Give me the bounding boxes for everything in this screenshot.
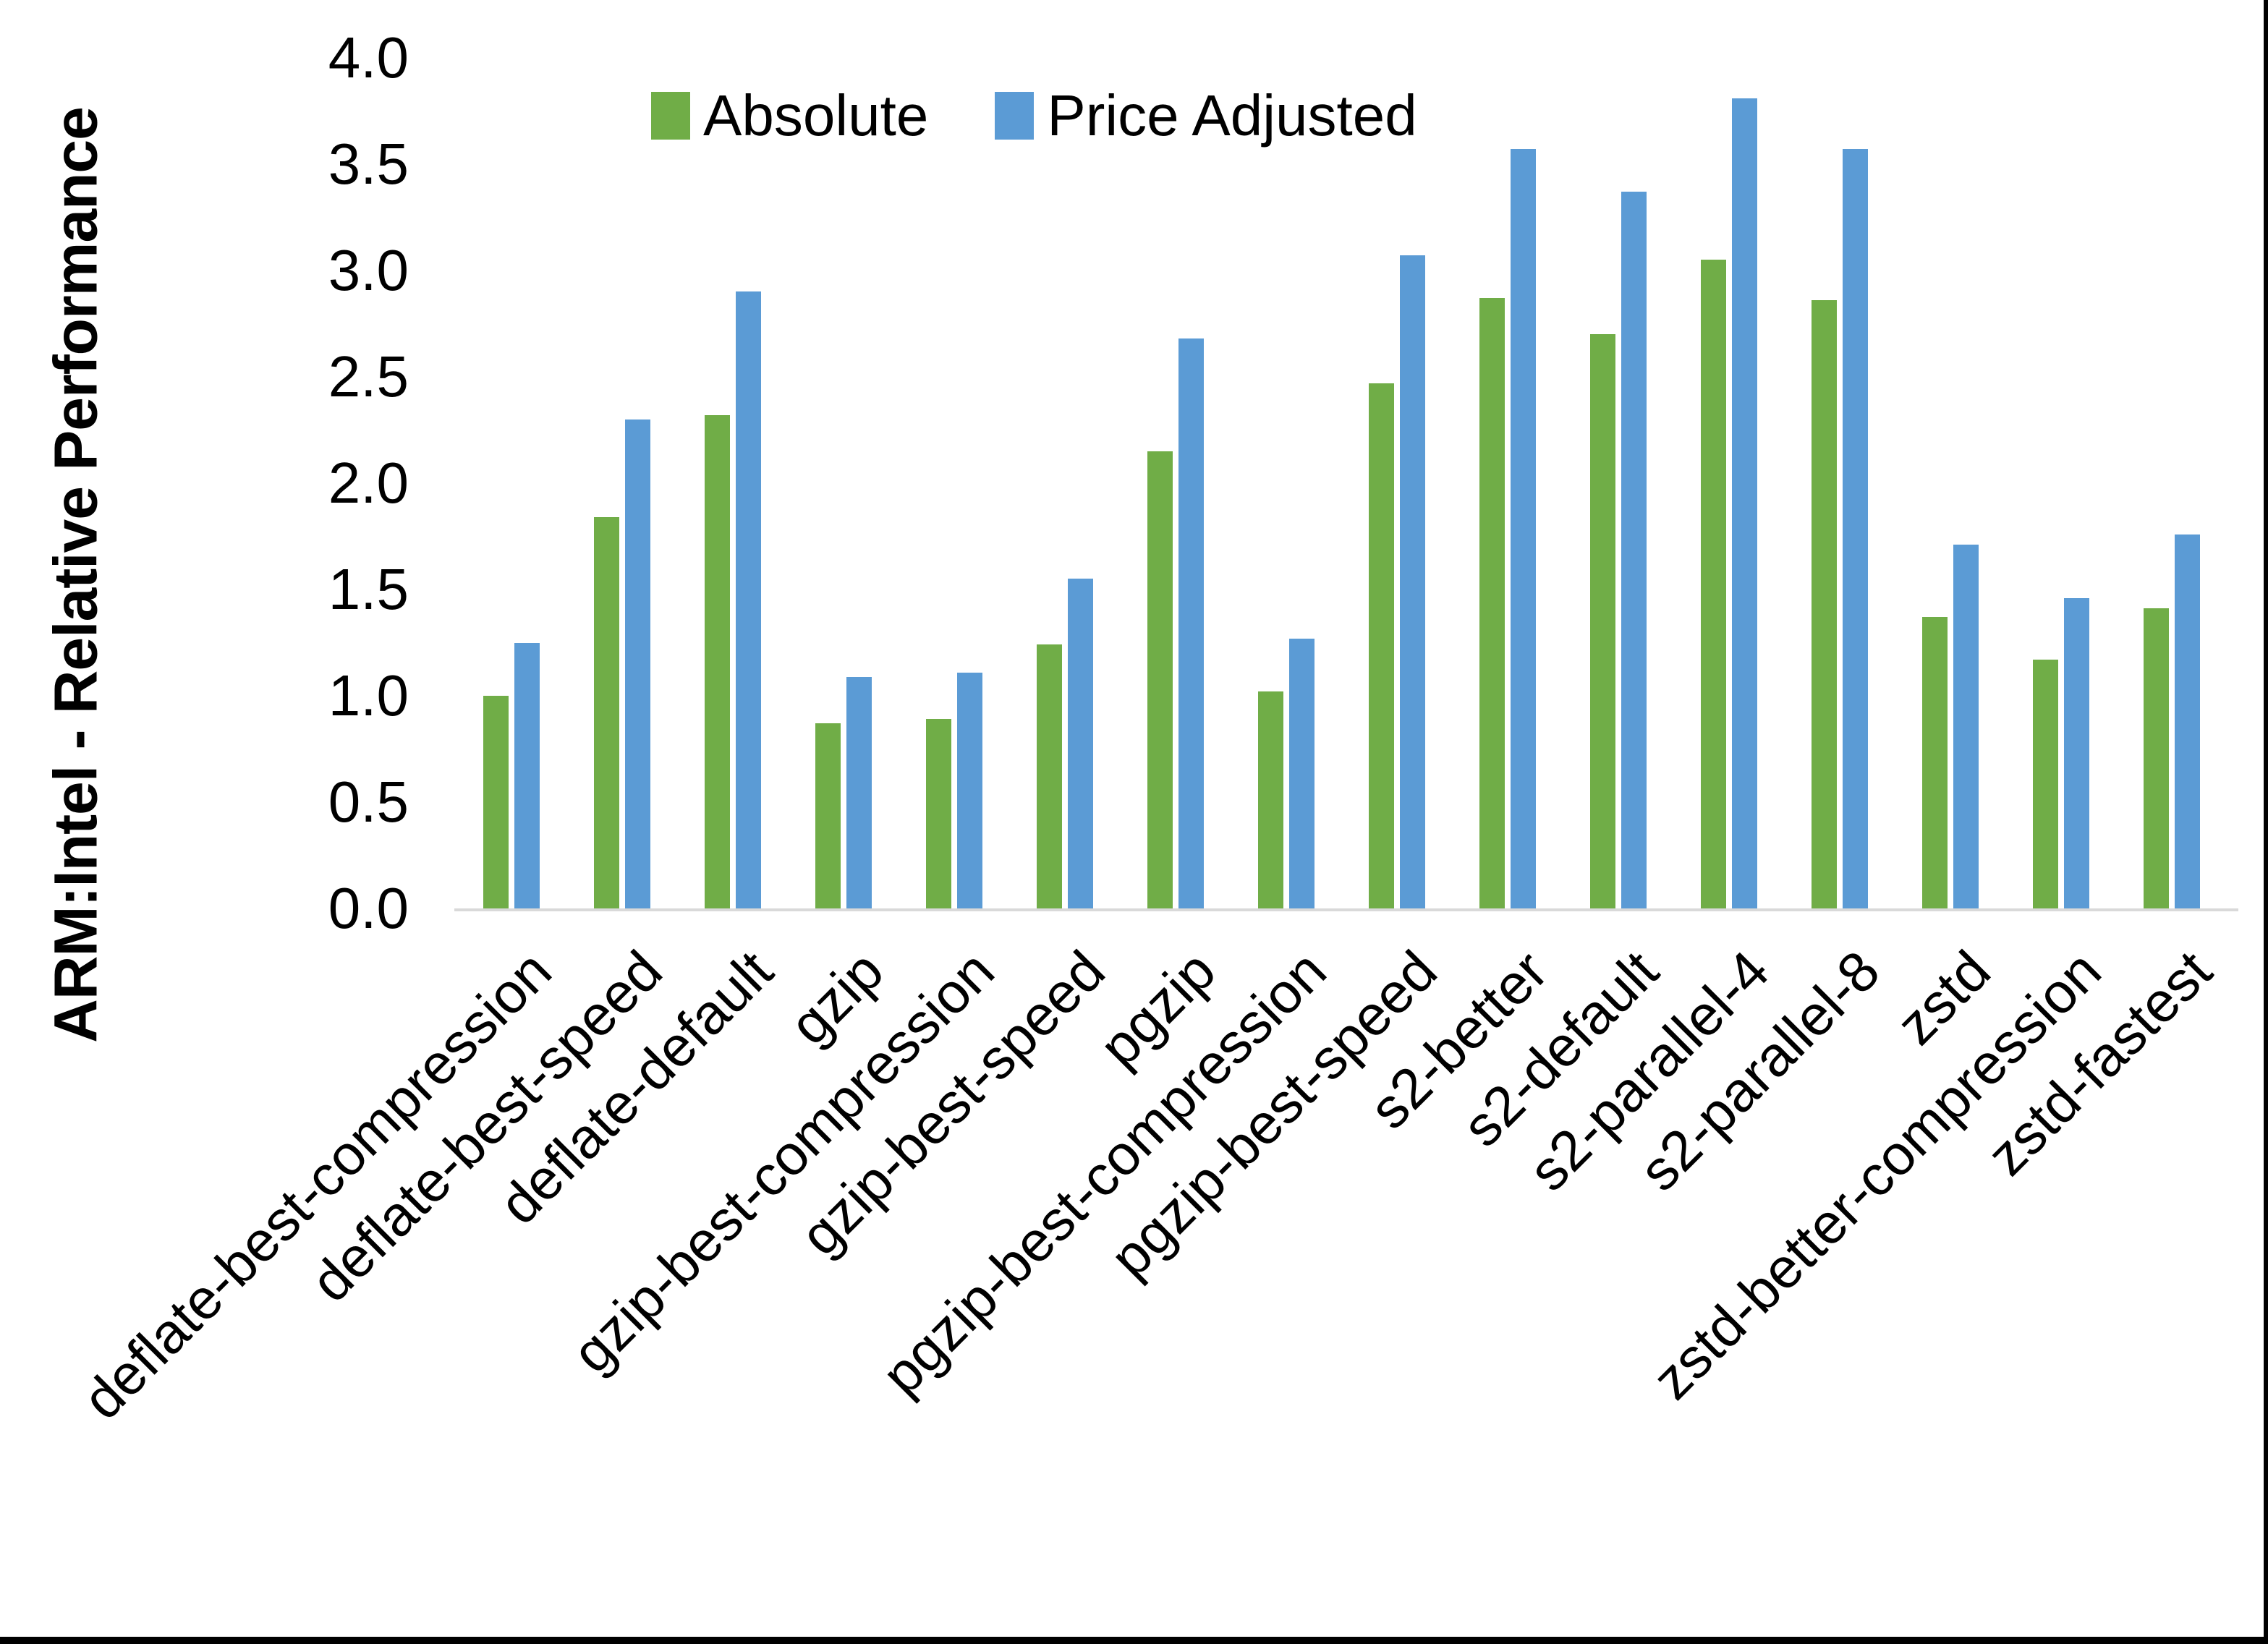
bar-pgzip-price-adjusted (1178, 338, 1204, 908)
bar-zstd-better-compression-absolute (2033, 660, 2058, 908)
y-axis-tick-label: 2.0 (328, 451, 409, 515)
bar-gzip-best-compression-absolute (926, 719, 951, 908)
bar-pgzip-absolute (1147, 451, 1173, 908)
legend-label: Price Adjusted (1047, 83, 1417, 148)
y-axis-tick-label: 1.0 (328, 663, 409, 728)
bar-gzip-best-speed-price-adjusted (1068, 579, 1093, 908)
bar-pgzip-best-speed-price-adjusted (1400, 255, 1425, 908)
bar-gzip-absolute (815, 723, 841, 908)
x-axis-line (454, 908, 2238, 911)
y-axis-tick-label: 3.0 (328, 238, 409, 302)
bar-pgzip-best-speed-absolute (1369, 383, 1394, 908)
bar-pgzip-best-compression-price-adjusted (1289, 638, 1314, 908)
bar-gzip-best-speed-absolute (1037, 644, 1062, 908)
bar-deflate-default-absolute (705, 414, 730, 908)
legend-item-price-adjusted: Price Adjusted (995, 87, 1417, 145)
y-axis-tick-label: 4.0 (328, 25, 409, 90)
bar-zstd-price-adjusted (1953, 545, 1979, 908)
legend-swatch-icon (995, 92, 1035, 140)
y-axis-title: ARM:Intel - Relative Performance (41, 107, 110, 1043)
frame-border-right (2264, 0, 2268, 1644)
bar-pgzip-best-compression-absolute (1258, 691, 1283, 908)
bar-deflate-best-speed-absolute (594, 517, 619, 908)
bar-zstd-fastest-price-adjusted (2175, 534, 2200, 908)
bar-s2-parallel-4-price-adjusted (1732, 98, 1757, 908)
y-axis-tick-label: 0.0 (328, 876, 409, 940)
y-axis-tick-label: 2.5 (328, 344, 409, 409)
bar-deflate-best-compression-absolute (483, 696, 509, 908)
bar-zstd-fastest-absolute (2144, 608, 2169, 908)
bar-s2-better-absolute (1479, 298, 1505, 908)
legend-label: Absolute (703, 83, 929, 148)
bar-s2-default-absolute (1590, 334, 1615, 908)
bar-s2-default-price-adjusted (1621, 192, 1647, 908)
bar-deflate-best-compression-price-adjusted (514, 642, 540, 908)
bar-s2-better-price-adjusted (1511, 149, 1536, 908)
y-axis-tick-label: 1.5 (328, 557, 409, 621)
bar-gzip-best-compression-price-adjusted (957, 672, 982, 908)
bar-s2-parallel-8-absolute (1812, 300, 1837, 908)
y-axis-tick-label: 0.5 (328, 770, 409, 834)
y-axis-tick-label: 3.5 (328, 132, 409, 196)
legend: Absolute Price Adjusted (651, 87, 1417, 145)
bar-s2-parallel-4-absolute (1701, 260, 1726, 908)
bar-gzip-price-adjusted (846, 676, 872, 908)
bar-zstd-better-compression-price-adjusted (2064, 597, 2089, 908)
bar-deflate-best-speed-price-adjusted (625, 419, 650, 908)
bar-deflate-default-price-adjusted (736, 291, 761, 908)
bar-zstd-absolute (1922, 617, 1948, 908)
frame-border-bottom (0, 1637, 2268, 1644)
bar-s2-parallel-8-price-adjusted (1843, 149, 1868, 908)
legend-swatch-icon (651, 92, 690, 140)
legend-item-absolute: Absolute (651, 87, 928, 145)
